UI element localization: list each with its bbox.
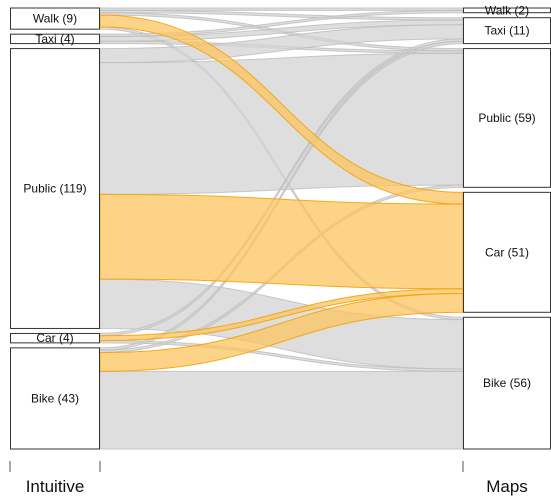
- left-node-bike: Bike (43): [10, 347, 100, 450]
- right-node-box-taxi: [463, 17, 551, 45]
- left-node-label-taxi: Taxi (4): [35, 32, 74, 46]
- flow-walk-to-walk: [99, 7, 464, 11]
- left-node-car: Car (4): [10, 331, 100, 345]
- nodes-layer: Walk (9) Taxi (4) Public (119) Car (4) Bike …: [10, 3, 551, 450]
- right-axis-title: Maps: [486, 477, 528, 496]
- right-node-label-public: Public (59): [478, 111, 535, 125]
- left-node-box-bike: [10, 347, 100, 450]
- right-node-label-car: Car (51): [485, 245, 529, 259]
- left-node-box-public: [10, 48, 100, 329]
- left-node-label-car: Car (4): [36, 331, 73, 345]
- right-node-label-taxi: Taxi (11): [484, 24, 529, 38]
- left-node-public: Public (119): [10, 48, 100, 329]
- right-node-bike: Bike (56): [463, 316, 551, 450]
- right-node-taxi: Taxi (11): [463, 17, 551, 45]
- flow-bike-to-bike: [99, 370, 464, 450]
- right-node-box-car: [463, 191, 551, 313]
- right-node-car: Car (51): [463, 191, 551, 313]
- left-node-label-walk: Walk (9): [33, 12, 77, 26]
- left-node-taxi: Taxi (4): [10, 32, 100, 46]
- left-node-box-car: [10, 332, 100, 344]
- left-node-box-walk: [10, 7, 100, 30]
- axes-layer: Intuitive Maps: [9, 461, 528, 496]
- flow-public-to-car: [99, 193, 464, 290]
- left-node-box-taxi: [10, 33, 100, 45]
- right-node-label-walk: Walk (2): [485, 3, 529, 17]
- left-node-walk: Walk (9): [10, 7, 100, 30]
- left-node-label-public: Public (119): [23, 182, 86, 196]
- left-axis-title: Intuitive: [26, 477, 85, 496]
- flow-public-to-public: [99, 52, 464, 195]
- right-node-label-bike: Bike (56): [483, 376, 531, 390]
- flows-layer: [99, 7, 464, 450]
- left-node-label-bike: Bike (43): [31, 391, 79, 405]
- right-node-box-bike: [463, 316, 551, 450]
- right-node-walk: Walk (2): [463, 3, 551, 17]
- right-node-public: Public (59): [463, 48, 551, 188]
